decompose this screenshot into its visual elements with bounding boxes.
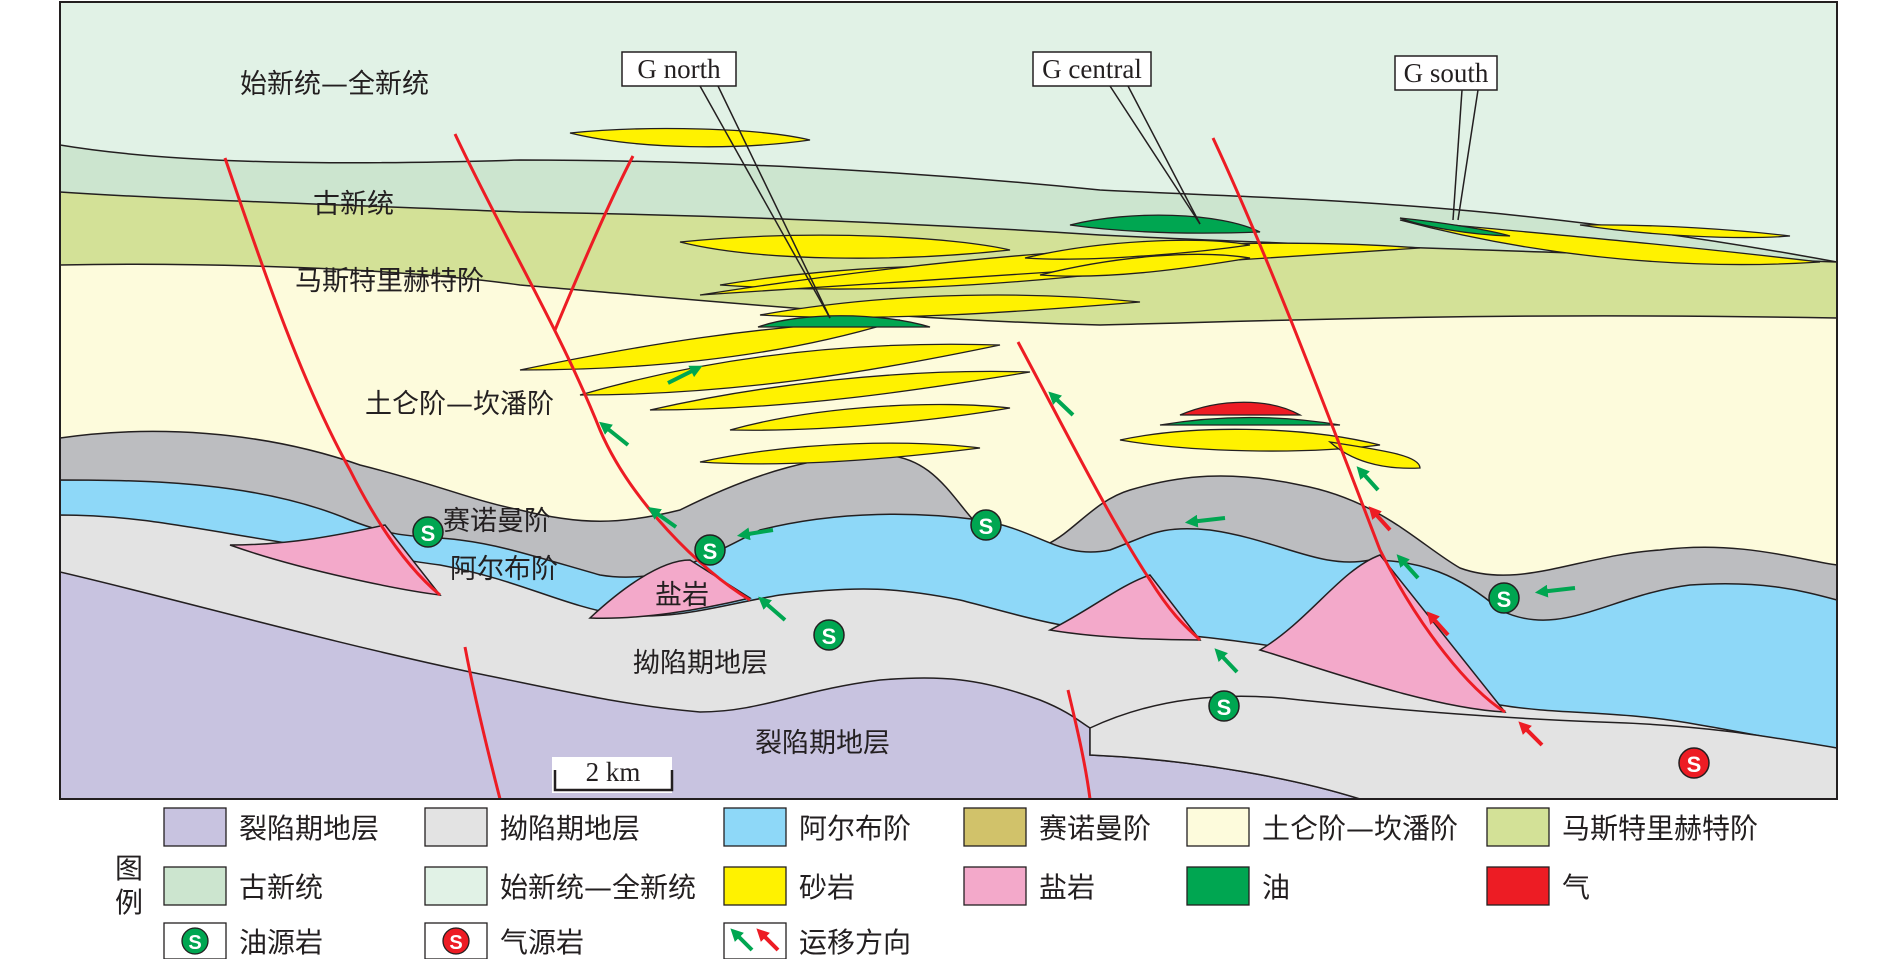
section-frame — [59, 1, 1838, 800]
svg-text:拗陷期地层: 拗陷期地层 — [500, 812, 640, 845]
legend-title-1: 图 — [115, 852, 143, 885]
oil-accumulations — [757, 214, 1511, 426]
legend-item-migration: 运移方向 — [723, 922, 911, 959]
svg-text:2 km: 2 km — [586, 757, 641, 787]
label-eocene-holocene: 始新统—全新统 — [240, 69, 429, 100]
svg-text:S: S — [979, 514, 994, 539]
svg-text:S: S — [1217, 695, 1232, 720]
faults — [223, 133, 1506, 799]
svg-text:阿尔布阶: 阿尔布阶 — [799, 812, 911, 845]
migration-arrows — [599, 365, 1576, 747]
svg-text:S: S — [421, 521, 436, 546]
label-cenomanian: 赛诺曼阶 — [443, 506, 551, 537]
svg-text:S: S — [703, 539, 718, 564]
salt-body-2 — [588, 559, 752, 620]
strata: S S S S S S S 始新统—全新统 古新统 马斯特里赫特阶 土仑阶—坎潘… — [60, 2, 1837, 799]
legend-item-gas-source: S 气源岩 — [424, 922, 584, 959]
legend-item-eocene-holocene: 始新统—全新统 — [424, 866, 696, 906]
svg-text:S: S — [188, 932, 201, 954]
legend-item-oil-source: S 油源岩 — [163, 922, 323, 959]
svg-text:始新统—全新统: 始新统—全新统 — [500, 871, 696, 904]
svg-text:裂陷期地层: 裂陷期地层 — [239, 812, 379, 845]
svg-text:S: S — [449, 932, 462, 954]
label-albian: 阿尔布阶 — [450, 554, 558, 585]
legend-item-salt: 盐岩 — [963, 866, 1095, 906]
legend-item-oil: 油 — [1186, 866, 1290, 906]
svg-text:G central: G central — [1042, 54, 1142, 84]
callout-g-central: G central — [1032, 51, 1201, 225]
gas-source-symbol: S — [1678, 747, 1710, 779]
svg-text:土仑阶—坎潘阶: 土仑阶—坎潘阶 — [1262, 812, 1458, 845]
source-rock-symbols: S S S S S S S — [412, 509, 1710, 779]
svg-text:油: 油 — [1262, 871, 1290, 904]
sag-strata-offset — [1089, 695, 1837, 799]
svg-text:G south: G south — [1404, 58, 1489, 88]
legend-item-albian: 阿尔布阶 — [723, 807, 911, 847]
oil-source-symbol: S — [1488, 582, 1520, 614]
legend-item-turonian-campanian: 土仑阶—坎潘阶 — [1186, 807, 1458, 847]
svg-text:S: S — [1687, 752, 1702, 777]
oil-source-symbol: S — [1208, 690, 1240, 722]
svg-text:运移方向: 运移方向 — [799, 926, 911, 959]
legend-item-gas: 气 — [1486, 866, 1590, 906]
label-turonian-campanian: 土仑阶—坎潘阶 — [365, 389, 554, 420]
svg-text:气源岩: 气源岩 — [500, 926, 584, 959]
oil-source-symbol: S — [813, 619, 845, 651]
svg-text:油源岩: 油源岩 — [239, 926, 323, 959]
label-rift: 裂陷期地层 — [755, 728, 890, 759]
svg-text:S: S — [822, 624, 837, 649]
label-paleocene: 古新统 — [313, 189, 394, 220]
svg-text:古新统: 古新统 — [239, 871, 323, 904]
svg-text:赛诺曼阶: 赛诺曼阶 — [1039, 812, 1151, 845]
legend-item-cenomanian: 赛诺曼阶 — [963, 807, 1151, 847]
svg-text:砂岩: 砂岩 — [799, 871, 855, 904]
legend: 图 例 裂陷期地层 拗陷期地层 阿尔布阶 赛诺曼阶 土仑阶—坎潘阶 马斯特里赫特… — [115, 807, 1758, 959]
legend-item-sandstone: 砂岩 — [723, 866, 855, 906]
label-sag: 拗陷期地层 — [633, 648, 768, 679]
svg-text:气: 气 — [1562, 871, 1590, 904]
scale-bar: 2 km — [552, 757, 674, 793]
callout-g-north: G north — [621, 51, 831, 319]
sandstone-lenses — [519, 127, 1821, 469]
oil-source-symbol: S — [694, 534, 726, 566]
oil-source-symbol: S — [412, 516, 444, 548]
legend-item-paleocene: 古新统 — [163, 866, 323, 906]
svg-text:盐岩: 盐岩 — [1039, 871, 1095, 904]
svg-text:G north: G north — [637, 54, 721, 84]
svg-text:马斯特里赫特阶: 马斯特里赫特阶 — [1562, 812, 1758, 845]
svg-text:S: S — [1497, 587, 1512, 612]
legend-title-2: 例 — [115, 886, 143, 919]
callout-g-south: G south — [1394, 55, 1498, 221]
legend-item-maastrichtian: 马斯特里赫特阶 — [1486, 807, 1758, 847]
oil-source-symbol: S — [970, 509, 1002, 541]
label-salt: 盐岩 — [655, 580, 709, 611]
label-maastrichtian: 马斯特里赫特阶 — [295, 266, 484, 297]
gas-accumulation — [1179, 401, 1303, 416]
legend-item-rift: 裂陷期地层 — [163, 807, 379, 847]
legend-item-sag: 拗陷期地层 — [424, 807, 640, 847]
